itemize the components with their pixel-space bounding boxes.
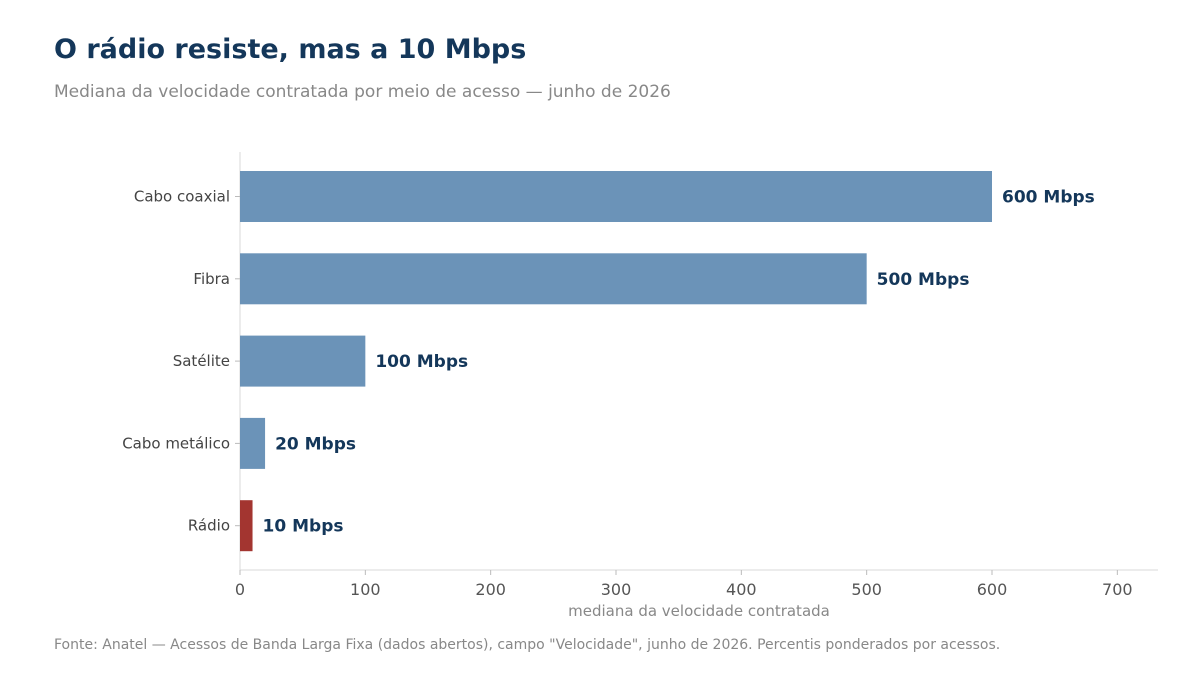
chart-subtitle: Mediana da velocidade contratada por mei…	[54, 82, 671, 102]
source-note: Fonte: Anatel — Acessos de Banda Larga F…	[54, 637, 1001, 653]
x-tick-label: 300	[601, 580, 632, 599]
data-label: 20 Mbps	[275, 434, 356, 454]
data-label: 600 Mbps	[1002, 188, 1095, 208]
data-label: 500 Mbps	[877, 270, 970, 290]
category-label: Cabo metálico	[122, 434, 230, 452]
chart-bars	[240, 171, 992, 552]
x-tick-label: 600	[977, 580, 1008, 599]
x-tick-label: 500	[851, 580, 882, 599]
bar	[240, 500, 253, 552]
x-tick-label: 100	[350, 580, 381, 599]
category-label: Fibra	[193, 270, 230, 288]
data-label: 100 Mbps	[375, 352, 468, 372]
bar	[240, 417, 266, 469]
x-tick-label: 0	[235, 580, 245, 599]
x-tick-label: 200	[475, 580, 506, 599]
category-label: Rádio	[188, 517, 230, 535]
chart-title: O rádio resiste, mas a 10 Mbps	[54, 34, 527, 65]
category-label: Cabo coaxial	[134, 188, 230, 206]
bar	[240, 335, 366, 387]
x-axis-title: mediana da velocidade contratada	[568, 602, 830, 620]
bar	[240, 171, 992, 222]
bar	[240, 253, 867, 305]
x-tick-label: 700	[1102, 580, 1133, 599]
data-label: 10 Mbps	[263, 517, 344, 537]
category-label: Satélite	[173, 352, 230, 370]
chart-labels: Cabo coaxial 600 Mbps Fibra 500 Mbps Satélit…	[122, 188, 1095, 537]
x-tick-label: 400	[726, 580, 757, 599]
